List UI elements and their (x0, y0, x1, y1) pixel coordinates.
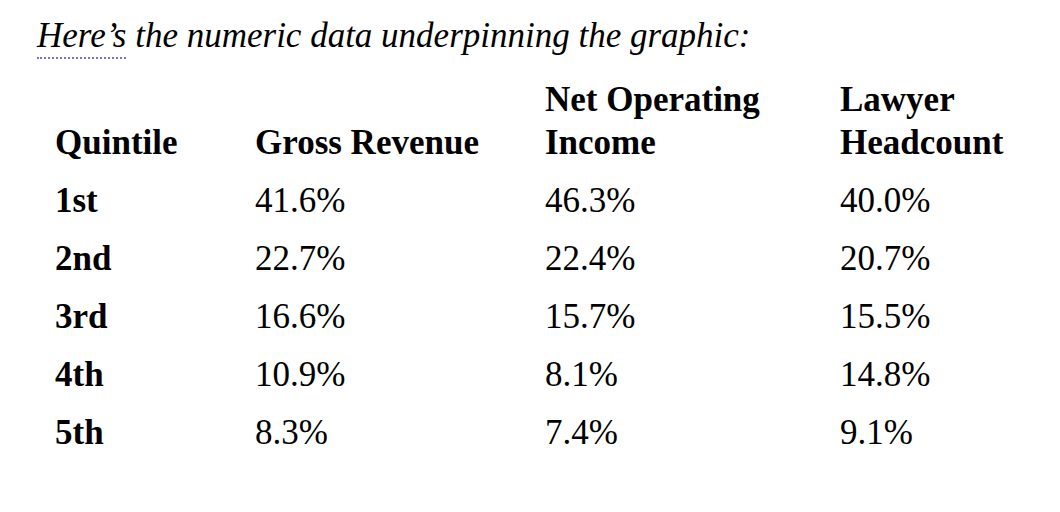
intro-sentence-rest: the numeric data underpinning the graphi… (126, 16, 750, 55)
quintile-data-table: Quintile Gross Revenue Net Operating Inc… (55, 78, 1040, 454)
cell-lawyer-headcount: 20.7% (840, 222, 1040, 280)
column-header-lawyer-headcount: Lawyer Headcount (840, 78, 1040, 164)
cell-net-operating-income: 46.3% (545, 164, 840, 222)
cell-gross-revenue: 22.7% (255, 222, 545, 280)
table-row: 1st 41.6% 46.3% 40.0% (55, 164, 1040, 222)
document-page: Here’s the numeric data underpinning the… (0, 0, 1060, 512)
cell-lawyer-headcount: 9.1% (840, 396, 1040, 454)
row-label: 4th (55, 338, 255, 396)
cell-lawyer-headcount: 40.0% (840, 164, 1040, 222)
cell-gross-revenue: 41.6% (255, 164, 545, 222)
spellcheck-underlined-word: Here’s (37, 16, 126, 59)
cell-gross-revenue: 10.9% (255, 338, 545, 396)
column-header-quintile: Quintile (55, 78, 255, 164)
row-label: 2nd (55, 222, 255, 280)
column-header-gross-revenue: Gross Revenue (255, 78, 545, 164)
row-label: 5th (55, 396, 255, 454)
table-row: 3rd 16.6% 15.7% 15.5% (55, 280, 1040, 338)
row-label: 1st (55, 164, 255, 222)
cell-lawyer-headcount: 15.5% (840, 280, 1040, 338)
cell-gross-revenue: 8.3% (255, 396, 545, 454)
table-header-row: Quintile Gross Revenue Net Operating Inc… (55, 78, 1040, 164)
cell-lawyer-headcount: 14.8% (840, 338, 1040, 396)
cell-net-operating-income: 22.4% (545, 222, 840, 280)
cell-net-operating-income: 15.7% (545, 280, 840, 338)
cell-net-operating-income: 7.4% (545, 396, 840, 454)
cell-net-operating-income: 8.1% (545, 338, 840, 396)
table-row: 2nd 22.7% 22.4% 20.7% (55, 222, 1040, 280)
row-label: 3rd (55, 280, 255, 338)
table-row: 4th 10.9% 8.1% 14.8% (55, 338, 1040, 396)
table-row: 5th 8.3% 7.4% 9.1% (55, 396, 1040, 454)
cell-gross-revenue: 16.6% (255, 280, 545, 338)
column-header-net-operating-income: Net Operating Income (545, 78, 840, 164)
intro-sentence: Here’s the numeric data underpinning the… (37, 14, 751, 58)
